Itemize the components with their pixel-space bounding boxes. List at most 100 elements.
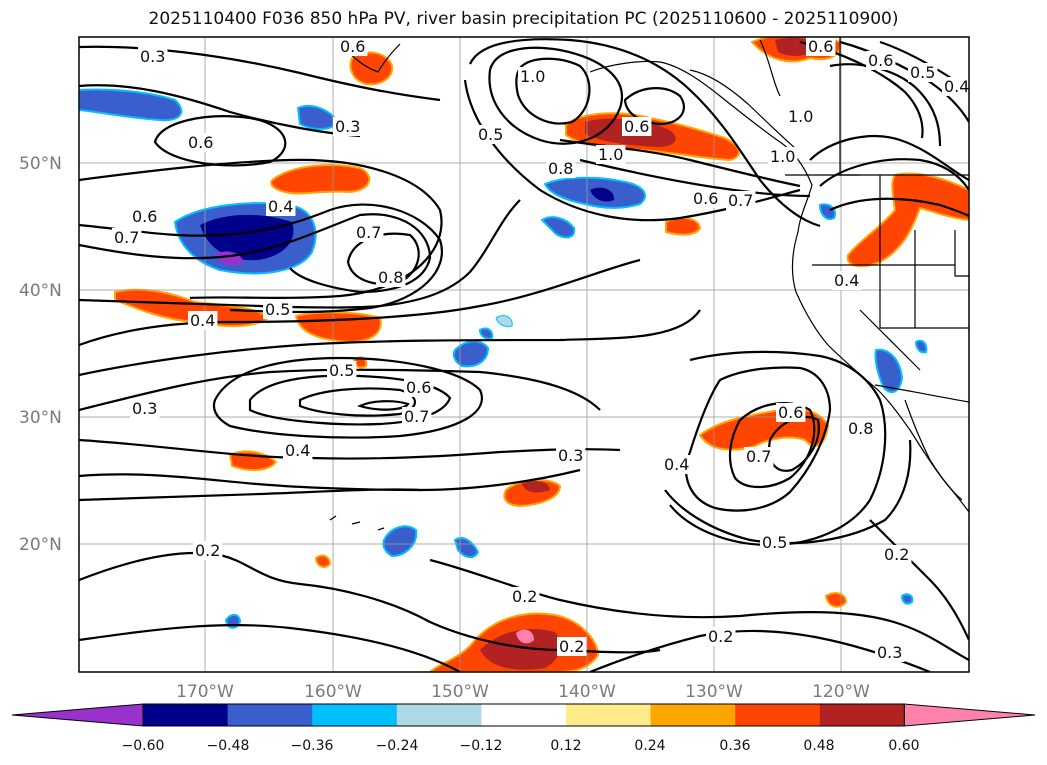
contour-label: 0.4 (268, 197, 293, 216)
contour-label: 0.3 (132, 399, 157, 418)
map-title: 2025110400 F036 850 hPa PV, river basin … (148, 9, 899, 29)
contour-label: 0.2 (884, 545, 909, 564)
map-plot-area: 0.3 0.6 0.3 0.6 0.4 0.6 0.7 0.7 0.8 0.5 … (79, 37, 969, 672)
contour-label-bg (476, 125, 506, 144)
contour-label: 0.6 (406, 378, 431, 397)
contour-label-bg (402, 407, 432, 426)
contour-label-bg (376, 268, 406, 287)
negative-precip-regions (79, 88, 928, 629)
contour-label: 0.6 (624, 117, 649, 136)
contour-label: 0.8 (848, 419, 873, 438)
contour-label-bg (875, 643, 905, 662)
contour-label: 0.4 (944, 77, 969, 96)
contour-label: 1.0 (770, 147, 795, 166)
contour-label-bg (776, 403, 806, 422)
lon-tick-label: 140°W (558, 682, 616, 702)
contour-label-bg (866, 51, 896, 70)
colorbar-tick-label: 0.12 (550, 738, 581, 754)
contour-label: 1.0 (520, 67, 545, 86)
colorbar-segment (143, 704, 229, 726)
contour-label-bg (706, 627, 736, 646)
colorbar-extend-max (903, 703, 1036, 727)
contour-label: 0.6 (693, 189, 718, 208)
contour-label: 0.7 (404, 407, 429, 426)
contour-label: 0.2 (195, 541, 220, 560)
colorbar-segment (227, 704, 313, 726)
contour-label-bg (266, 197, 296, 216)
contour-label-bg (188, 311, 218, 330)
colorbar-segment (650, 704, 736, 726)
contour-label-bg (186, 133, 216, 152)
colorbar-tick-label: −0.12 (460, 738, 503, 754)
lon-tick-label: 160°W (304, 682, 362, 702)
colorbar-segment (396, 704, 482, 726)
contour-label-bg (691, 189, 721, 208)
contour-label-bg (556, 446, 586, 465)
contour-label: 0.3 (877, 643, 902, 662)
colorbar-tick-label: −0.36 (291, 738, 334, 754)
pv-contour-labels: 0.3 0.6 0.3 0.6 0.4 0.6 0.7 0.7 0.8 0.5 … (112, 37, 969, 662)
contour-label: 0.6 (132, 207, 157, 226)
contour-label: 0.2 (708, 627, 733, 646)
colorbar-segment (481, 704, 567, 726)
contour-label: 0.7 (728, 191, 753, 210)
contour-label: 0.7 (746, 447, 771, 466)
contour-label-bg (327, 361, 357, 380)
contour-label-bg (130, 207, 160, 226)
lon-tick-label: 170°W (176, 682, 234, 702)
contour-label: 0.8 (548, 159, 573, 178)
contour-label-bg (786, 107, 816, 126)
colorbar-tick-label: −0.48 (207, 738, 250, 754)
contour-label-bg (744, 447, 774, 466)
colorbar-segments (11, 703, 1036, 727)
colorbar-segment (312, 704, 398, 726)
contour-label-bg (846, 419, 876, 438)
contour-label-bg (882, 545, 912, 564)
contour-label-bg (622, 117, 652, 136)
lat-tick-label: 40°N (19, 281, 62, 301)
colorbar-tick-label: 0.48 (803, 738, 834, 754)
contour-label-bg (662, 455, 692, 474)
colorbar-tick-label: −0.60 (122, 738, 165, 754)
lat-tick-labels: 50°N 40°N 30°N 20°N (19, 154, 62, 555)
map-frame (78, 36, 970, 673)
contour-label: 0.3 (335, 117, 360, 136)
contour-label-bg (546, 159, 576, 178)
contour-label-bg (768, 147, 798, 166)
lat-tick-label: 50°N (19, 154, 62, 174)
contour-label-bg (193, 541, 223, 560)
contour-label-bg (138, 47, 168, 66)
contour-label: 0.7 (114, 228, 139, 247)
contour-label-bg (557, 637, 587, 656)
contour-label-bg (832, 271, 862, 290)
contour-label-bg (510, 587, 540, 606)
contour-label-bg (760, 533, 790, 552)
lon-tick-label: 150°W (431, 682, 489, 702)
lon-tick-label: 130°W (685, 682, 743, 702)
colorbar-segment (735, 704, 821, 726)
contour-label-bg (726, 191, 756, 210)
contour-label-bg (338, 37, 368, 56)
contour-label: 0.6 (808, 37, 833, 56)
contour-label: 0.4 (664, 455, 689, 474)
contour-label-bg (596, 145, 626, 164)
contour-label: 0.5 (329, 361, 354, 380)
colorbar-tick-label: 0.60 (888, 738, 919, 754)
contour-label: 0.6 (340, 37, 365, 56)
contour-label-bg (112, 228, 142, 247)
contour-label: 0.7 (356, 223, 381, 242)
contour-label-bg (263, 300, 293, 319)
contour-label-bg (404, 378, 434, 397)
lon-tick-labels: 170°W 160°W 150°W 140°W 130°W 120°W (176, 682, 870, 702)
lat-tick-label: 20°N (19, 535, 62, 555)
colorbar-segment (566, 704, 652, 726)
contour-label: 1.0 (788, 107, 813, 126)
contour-label: 0.4 (285, 441, 310, 460)
contour-label: 0.6 (868, 51, 893, 70)
contour-label: 0.2 (512, 587, 537, 606)
lat-tick-label: 30°N (19, 408, 62, 428)
contour-label: 0.3 (140, 47, 165, 66)
contour-label-bg (354, 223, 384, 242)
contour-label: 0.5 (762, 533, 787, 552)
